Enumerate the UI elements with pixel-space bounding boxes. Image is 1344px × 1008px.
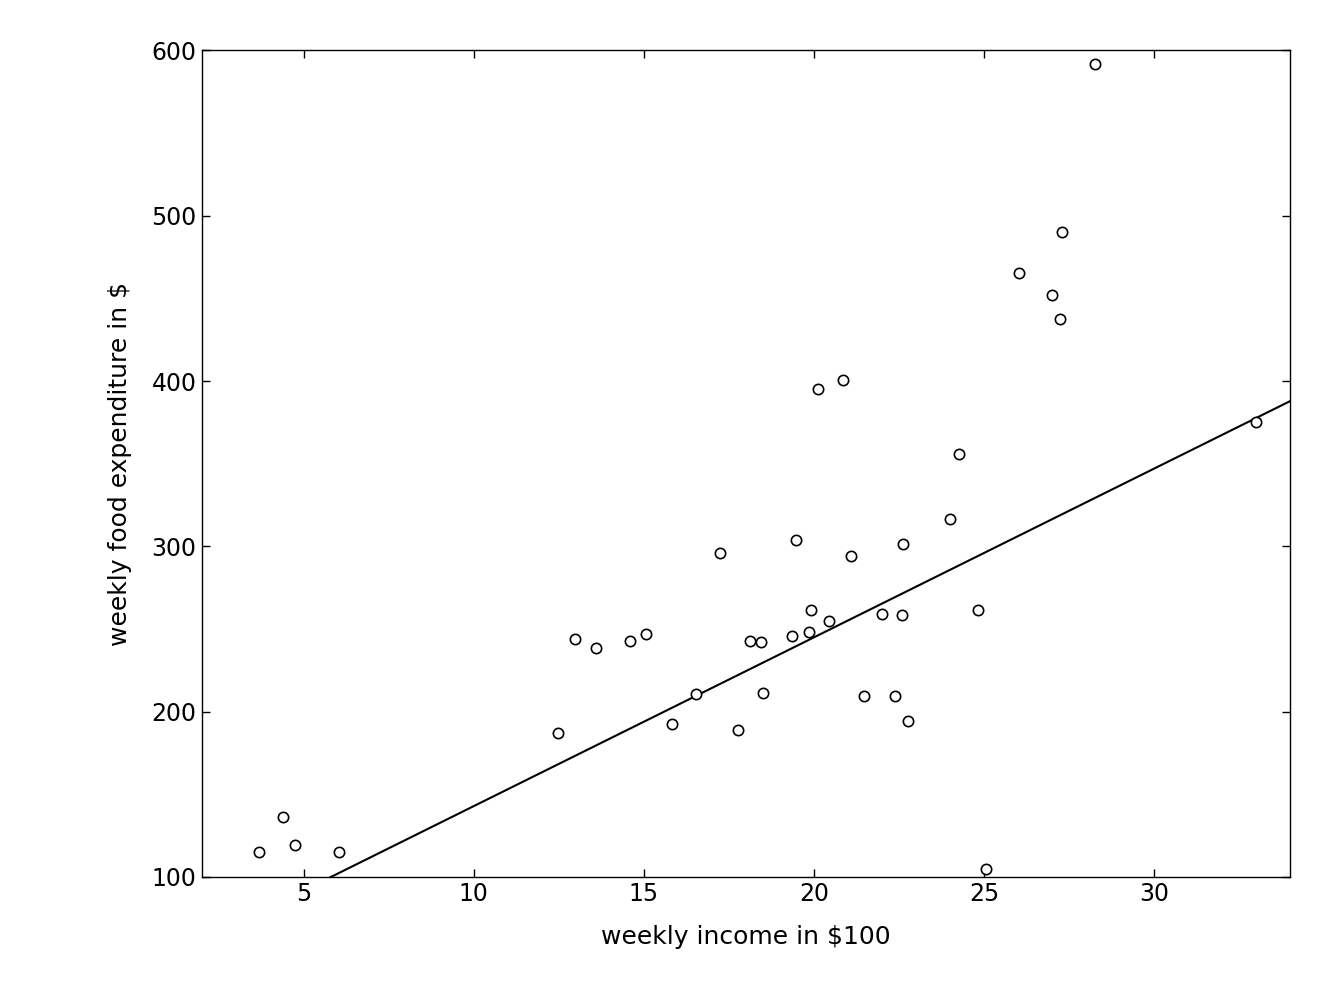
Point — [285, 837, 306, 853]
Point — [685, 686, 707, 703]
Point — [727, 723, 749, 739]
Point — [968, 602, 989, 618]
Point — [891, 607, 913, 623]
Point — [547, 725, 569, 741]
Y-axis label: weekly food expenditure in $: weekly food expenditure in $ — [108, 281, 132, 646]
Point — [753, 684, 774, 701]
X-axis label: weekly income in $100: weekly income in $100 — [601, 925, 891, 950]
Point — [1042, 287, 1063, 303]
Point — [710, 544, 731, 560]
Point — [585, 640, 606, 656]
Point — [781, 628, 802, 644]
Point — [1008, 264, 1030, 280]
Point — [1048, 310, 1070, 327]
Point — [832, 372, 853, 388]
Point — [884, 687, 906, 704]
Point — [564, 631, 586, 647]
Point — [853, 688, 875, 705]
Point — [271, 809, 293, 826]
Point — [618, 633, 640, 649]
Point — [939, 511, 961, 527]
Point — [974, 861, 996, 877]
Point — [1051, 225, 1073, 241]
Point — [798, 624, 820, 640]
Point — [896, 713, 918, 729]
Point — [1083, 56, 1105, 73]
Point — [739, 633, 761, 649]
Point — [872, 606, 894, 622]
Point — [328, 844, 349, 860]
Point — [750, 634, 771, 650]
Point — [948, 446, 969, 462]
Point — [800, 602, 821, 618]
Point — [818, 613, 840, 629]
Point — [634, 626, 656, 642]
Point — [249, 844, 270, 860]
Point — [840, 548, 862, 564]
Point — [1246, 414, 1267, 430]
Point — [892, 536, 914, 552]
Point — [661, 716, 683, 732]
Point — [785, 531, 806, 547]
Point — [808, 380, 829, 396]
